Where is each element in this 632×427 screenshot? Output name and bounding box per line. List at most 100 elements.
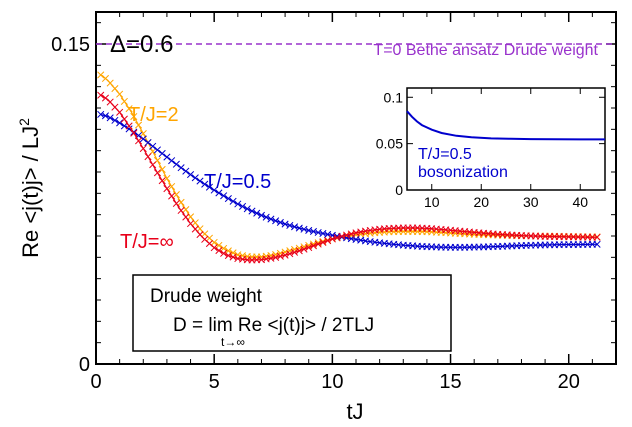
series-marker-0 — [177, 198, 185, 206]
series-marker-2 — [120, 115, 128, 123]
series-marker-2 — [158, 177, 166, 185]
series-marker-0 — [111, 85, 119, 93]
series-marker-2 — [116, 108, 124, 116]
series-marker-0 — [220, 244, 228, 252]
y-axis-label-sup: 2 — [16, 118, 32, 126]
inset-x-tick-label: 40 — [572, 194, 588, 210]
series-marker-0 — [120, 97, 128, 105]
drude-weight-limit-sub: t→∞ — [221, 335, 245, 349]
series-marker-1 — [229, 197, 237, 205]
series-marker-1 — [182, 167, 190, 175]
inset-label-temperature: T/J=0.5 — [418, 146, 472, 163]
series-marker-0 — [172, 191, 180, 199]
series-marker-1 — [295, 224, 303, 232]
series-marker-2 — [182, 213, 190, 221]
bethe-ansatz-label: T=0 Bethe ansatz Drude weight — [373, 42, 598, 59]
series-group — [97, 71, 601, 264]
series-marker-2 — [281, 251, 289, 259]
drude-weight-box — [132, 274, 452, 352]
series-marker-2 — [224, 251, 232, 260]
x-tick-label: 5 — [209, 371, 220, 393]
series-marker-1 — [272, 217, 280, 225]
y-axis-label: Re <j(t)j> / LJ2 — [16, 118, 43, 258]
series-marker-0 — [163, 174, 171, 182]
series-marker-2 — [191, 225, 199, 233]
series-marker-2 — [295, 247, 303, 255]
series-marker-2 — [186, 220, 195, 228]
x-axis-label: tJ — [346, 399, 363, 424]
series-marker-1 — [253, 209, 261, 217]
series-label-tinf: T/J=∞ — [120, 231, 174, 253]
series-marker-1 — [205, 183, 214, 191]
series-marker-2 — [215, 246, 223, 255]
series-marker-0 — [139, 130, 147, 138]
inset-x-tick-label: 10 — [424, 194, 440, 210]
series-marker-1 — [101, 112, 110, 120]
inset-y-tick-label: 0 — [395, 182, 403, 198]
series-marker-1 — [286, 221, 294, 229]
inset-y-tick-label: 0.05 — [376, 136, 403, 152]
series-marker-0 — [215, 241, 223, 249]
series-marker-1 — [224, 194, 232, 203]
series-marker-1 — [234, 200, 242, 208]
delta-label: Δ=0.6 — [110, 31, 173, 58]
series-marker-2 — [593, 233, 601, 241]
series-marker-2 — [286, 250, 294, 258]
series-marker-1 — [163, 153, 171, 161]
series-marker-1 — [186, 171, 195, 179]
series-marker-2 — [324, 237, 332, 245]
series-marker-2 — [177, 206, 185, 215]
series-marker-1 — [238, 202, 247, 210]
series-marker-1 — [262, 213, 270, 221]
series-marker-2 — [210, 244, 218, 252]
series-marker-1 — [220, 192, 228, 200]
series-marker-2 — [125, 122, 133, 130]
series-marker-1 — [149, 142, 157, 150]
series-marker-1 — [139, 135, 147, 143]
series-marker-1 — [215, 189, 223, 197]
inset-label-bosonization: bosonization — [418, 164, 508, 181]
series-marker-1 — [290, 223, 299, 231]
y-tick-label: 0 — [79, 354, 90, 376]
series-label-t05: T/J=0.5 — [204, 171, 271, 193]
series-marker-2 — [139, 144, 147, 153]
x-tick-label: 0 — [90, 371, 101, 393]
series-marker-2 — [144, 153, 152, 161]
series-marker-1 — [281, 220, 289, 228]
series-marker-2 — [314, 240, 322, 248]
series-marker-2 — [163, 185, 171, 193]
x-tick-label: 20 — [558, 371, 580, 393]
series-marker-2 — [101, 94, 110, 102]
series-marker-1 — [276, 218, 284, 226]
series-marker-2 — [149, 161, 157, 169]
series-marker-1 — [248, 207, 256, 215]
series-marker-1 — [196, 177, 204, 185]
series-marker-2 — [172, 199, 180, 208]
series-marker-0 — [130, 112, 138, 121]
series-marker-1 — [106, 114, 114, 122]
series-marker-1 — [168, 157, 176, 165]
series-marker-2 — [97, 91, 105, 99]
series-marker-2 — [290, 248, 299, 256]
series-marker-0 — [168, 182, 176, 191]
series-marker-1 — [593, 240, 601, 248]
series-marker-2 — [328, 235, 336, 243]
series-marker-1 — [267, 215, 275, 223]
series-marker-2 — [220, 249, 228, 257]
series-marker-2 — [134, 137, 143, 145]
series-marker-1 — [153, 146, 162, 154]
series-marker-2 — [333, 234, 341, 242]
series-marker-1 — [158, 149, 166, 158]
series-marker-1 — [257, 211, 266, 219]
inset-bosonization-curve — [406, 110, 605, 141]
series-marker-1 — [144, 139, 152, 147]
series-marker-1 — [111, 116, 119, 124]
y-axis-label-main: Re <j(t)j> / LJ — [18, 126, 43, 258]
inset-ticks: 10 20 30 40 0 0.05 0.1 — [376, 88, 605, 210]
series-label-t2: T/J=2 — [128, 104, 179, 126]
series-marker-1 — [243, 205, 251, 213]
drude-weight-formula: D = lim Re <j(t)j> / 2TLJ — [173, 315, 374, 336]
inset-x-tick-label: 20 — [473, 194, 489, 210]
series-marker-2 — [153, 169, 162, 177]
series-marker-0 — [106, 79, 114, 87]
